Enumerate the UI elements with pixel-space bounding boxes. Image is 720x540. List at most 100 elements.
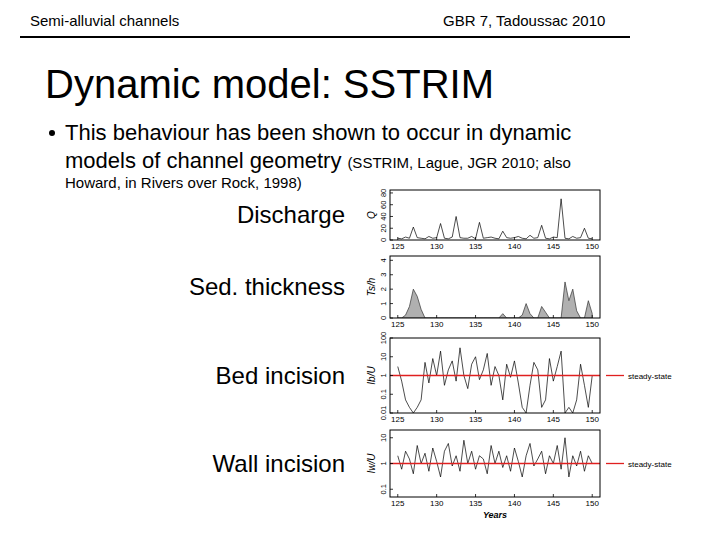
x-tick-label: 150 bbox=[586, 499, 600, 508]
x-tick-label: 125 bbox=[391, 499, 405, 508]
x-tick-label: 150 bbox=[586, 242, 600, 251]
x-tick bbox=[553, 410, 554, 413]
y-tick-label: 80 bbox=[379, 189, 388, 197]
y-tick-label: 0.01 bbox=[379, 406, 388, 421]
x-tick bbox=[436, 237, 437, 240]
x-tick bbox=[475, 410, 476, 413]
legend-swatch bbox=[606, 375, 624, 376]
x-tick bbox=[553, 237, 554, 240]
legend-swatch bbox=[606, 463, 624, 464]
x-tick-label: 135 bbox=[469, 415, 483, 424]
y-tick bbox=[390, 204, 393, 205]
y-tick bbox=[390, 192, 393, 193]
x-tick bbox=[436, 494, 437, 497]
bullet-dot bbox=[49, 130, 55, 136]
x-tick bbox=[475, 237, 476, 240]
x-tick-label: 130 bbox=[430, 499, 444, 508]
y-tick-label: 1 bbox=[379, 461, 388, 465]
x-tick-label: 145 bbox=[547, 242, 561, 251]
x-tick bbox=[592, 237, 593, 240]
y-tick bbox=[390, 375, 393, 376]
x-tick-label: 130 bbox=[430, 320, 444, 329]
x-tick-label: 150 bbox=[586, 415, 600, 424]
y-tick bbox=[390, 489, 393, 490]
plot-data bbox=[398, 199, 592, 239]
y-tick bbox=[390, 318, 393, 319]
x-tick bbox=[397, 237, 398, 240]
x-tick bbox=[397, 494, 398, 497]
bullet-line: models of channel geometry(SSTRIM, Lague… bbox=[65, 148, 571, 173]
x-tick-label: 125 bbox=[391, 415, 405, 424]
legend: steady-state bbox=[606, 460, 672, 469]
area bbox=[398, 282, 592, 318]
x-tick-label: 135 bbox=[469, 320, 483, 329]
legend-label: steady-state bbox=[628, 372, 672, 381]
header-right: GBR 7, Tadoussac 2010 bbox=[443, 12, 605, 29]
y-tick-label: 4 bbox=[379, 258, 388, 262]
y-axis-label: Ib/U bbox=[366, 366, 377, 385]
x-tick-label: 140 bbox=[508, 320, 522, 329]
y-tick-label: 0.1 bbox=[379, 389, 388, 399]
series-line bbox=[398, 438, 592, 477]
x-tick bbox=[514, 494, 515, 497]
y-tick-label: 3 bbox=[379, 273, 388, 277]
y-tick-label: 20 bbox=[379, 224, 388, 232]
y-tick bbox=[390, 303, 393, 304]
y-tick bbox=[390, 216, 393, 217]
plot-frame bbox=[390, 338, 600, 413]
y-tick-label: 1 bbox=[379, 301, 388, 305]
x-tick-label: 145 bbox=[547, 320, 561, 329]
plot-frame bbox=[390, 256, 600, 318]
x-tick bbox=[397, 410, 398, 413]
plot-frame bbox=[390, 190, 600, 240]
x-tick bbox=[397, 315, 398, 318]
x-tick bbox=[436, 315, 437, 318]
panel: 125130135140145150020406080Q bbox=[366, 189, 600, 251]
panel-label: Sed. thickness bbox=[189, 273, 345, 300]
x-tick-label: 140 bbox=[508, 499, 522, 508]
legend: steady-state bbox=[606, 372, 672, 381]
panel: 12513013514014515001234Ts/h bbox=[366, 256, 600, 329]
y-tick-label: 0 bbox=[379, 238, 388, 242]
background bbox=[0, 0, 720, 540]
reference-line bbox=[390, 375, 600, 376]
slide-title: Dynamic model: SSTRIM bbox=[45, 62, 494, 106]
y-tick bbox=[390, 289, 393, 290]
y-tick-label: 60 bbox=[379, 201, 388, 209]
x-tick bbox=[553, 315, 554, 318]
x-tick-label: 145 bbox=[547, 415, 561, 424]
y-tick bbox=[390, 274, 393, 275]
bullet-text: This behaviour has been shown to occur i… bbox=[65, 120, 571, 145]
x-tick-label: 135 bbox=[469, 499, 483, 508]
y-tick bbox=[390, 260, 393, 261]
y-tick bbox=[390, 228, 393, 229]
citation: (SSTRIM, Lague, JGR 2010; also bbox=[347, 154, 570, 171]
header-rule bbox=[20, 36, 630, 38]
x-tick bbox=[553, 494, 554, 497]
y-tick-label: 10 bbox=[379, 353, 388, 361]
y-tick-label: 10 bbox=[379, 434, 388, 442]
legend-label: steady-state bbox=[628, 460, 672, 469]
reference-line bbox=[390, 463, 600, 464]
y-tick bbox=[390, 437, 393, 438]
slide: Semi-alluvial channels GBR 7, Tadoussac 2… bbox=[0, 0, 720, 540]
header-left: Semi-alluvial channels bbox=[30, 12, 179, 29]
x-tick bbox=[514, 315, 515, 318]
x-tick bbox=[514, 410, 515, 413]
panel-label: Wall incision bbox=[213, 450, 345, 477]
x-tick-label: 135 bbox=[469, 242, 483, 251]
x-tick bbox=[592, 494, 593, 497]
panel: 1251301351401451500.1110Iw/UYearssteady-… bbox=[366, 430, 672, 520]
x-tick-label: 125 bbox=[391, 320, 405, 329]
y-tick bbox=[390, 240, 393, 241]
y-axis-label: Ts/h bbox=[366, 277, 377, 296]
x-tick-label: 145 bbox=[547, 499, 561, 508]
plot-data bbox=[390, 348, 600, 413]
y-tick bbox=[390, 413, 393, 414]
x-tick bbox=[514, 237, 515, 240]
plot-frame bbox=[390, 430, 600, 497]
y-tick bbox=[390, 356, 393, 357]
y-tick-label: 40 bbox=[379, 212, 388, 220]
series-line bbox=[398, 348, 592, 413]
x-tick-label: 125 bbox=[391, 242, 405, 251]
